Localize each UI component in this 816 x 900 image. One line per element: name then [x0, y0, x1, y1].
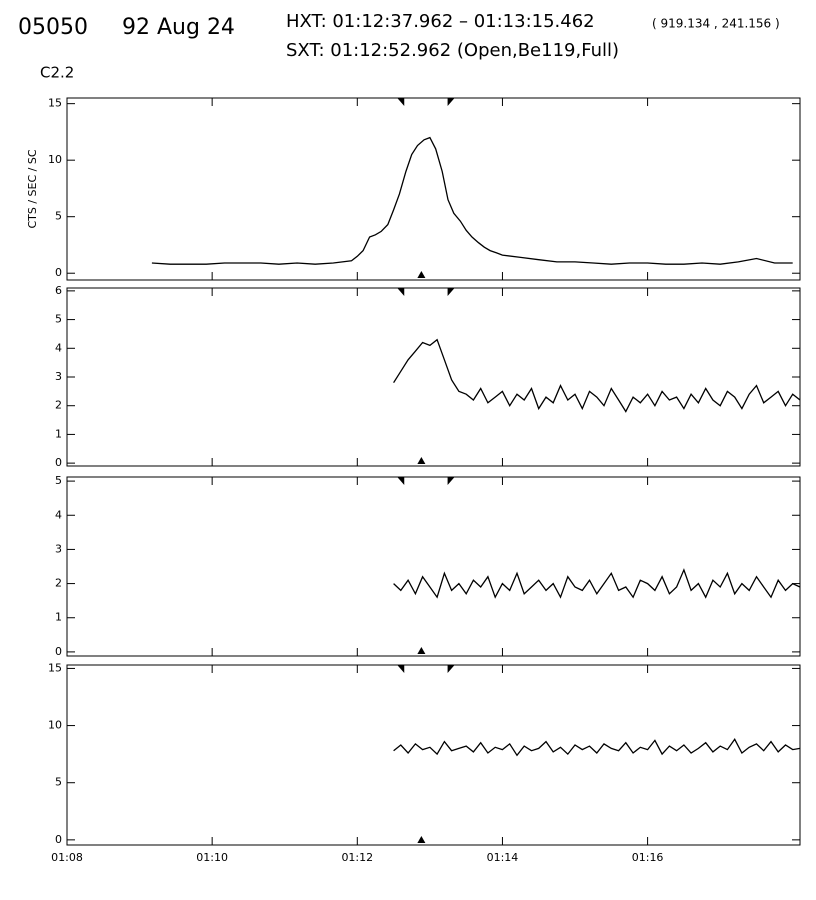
- hxt-interval: HXT: 01:12:37.962 – 01:13:15.462: [286, 11, 595, 32]
- hxt-marker: [397, 665, 405, 673]
- hxt-marker: [447, 98, 455, 106]
- plot-frame: [66, 476, 801, 657]
- x-tick-label: 01:16: [632, 851, 664, 864]
- y-tick-label: 5: [55, 776, 62, 789]
- sxt-marker: [417, 457, 426, 464]
- y-tick-label: 4: [55, 508, 62, 521]
- sxt-marker: [417, 271, 426, 278]
- y-tick-label: 15: [48, 661, 62, 674]
- x-tick-label: 01:10: [196, 851, 228, 864]
- y-tick-label: 5: [55, 313, 62, 326]
- sxt-info: SXT: 01:12:52.962 (Open,Be119,Full): [286, 40, 619, 61]
- series-line: [151, 136, 793, 265]
- y-tick-label: 5: [55, 210, 62, 223]
- plot-frame: [66, 664, 801, 846]
- hxt-marker: [397, 477, 405, 485]
- series-line: [393, 568, 801, 599]
- y-tick-label: 10: [48, 719, 62, 732]
- y-tick-label: 0: [55, 266, 62, 279]
- y-tick-label: 2: [55, 399, 62, 412]
- x-tick-label: 01:08: [51, 851, 83, 864]
- y-tick-label: 1: [55, 427, 62, 440]
- hxt-marker: [397, 288, 405, 296]
- hxt-marker: [447, 288, 455, 296]
- series-line: [393, 738, 801, 757]
- y-tick-label: 10: [48, 153, 62, 166]
- hxt-marker: [447, 477, 455, 485]
- date: 92 Aug 24: [122, 15, 235, 40]
- y-tick-label: 0: [55, 645, 62, 658]
- y-tick-label: 2: [55, 577, 62, 590]
- y-tick-label: 5: [55, 474, 62, 487]
- hxt-marker: [447, 665, 455, 673]
- y-tick-label: 0: [55, 456, 62, 469]
- x-tick-label: 01:14: [487, 851, 519, 864]
- sxt-marker: [417, 836, 426, 843]
- sxt-marker: [417, 647, 426, 654]
- y-axis-label: CTS / SEC / SC: [26, 149, 39, 228]
- coordinates: ( 919.134 , 241.156 ): [652, 17, 780, 31]
- y-tick-label: 1: [55, 611, 62, 624]
- y-tick-label: 3: [55, 542, 62, 555]
- goes-class: C2.2: [40, 64, 74, 82]
- y-tick-label: 3: [55, 370, 62, 383]
- y-tick-label: 6: [55, 284, 62, 297]
- y-tick-label: 15: [48, 97, 62, 110]
- x-tick-label: 01:12: [341, 851, 373, 864]
- event-id: 05050: [18, 15, 88, 40]
- y-tick-label: 0: [55, 833, 62, 846]
- plot-frame: [66, 97, 801, 281]
- y-tick-label: 4: [55, 341, 62, 354]
- hxt-marker: [397, 98, 405, 106]
- series-line: [393, 338, 801, 413]
